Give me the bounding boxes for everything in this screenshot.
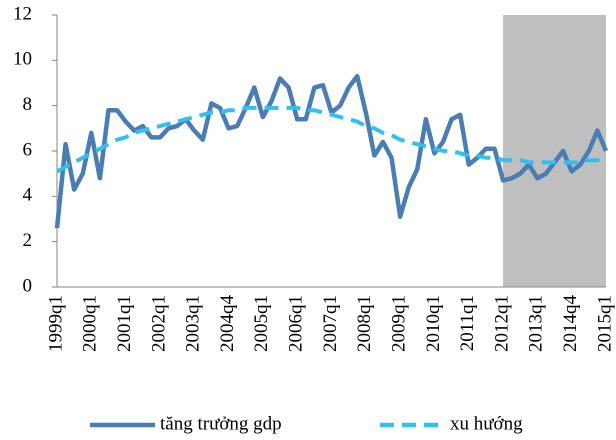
data-line xyxy=(54,73,609,229)
x-tick-label: 2003q1 xyxy=(183,295,204,352)
x-tick-label: 2007q1 xyxy=(320,295,341,352)
y-tick-label: 10 xyxy=(13,49,32,70)
legend-label: tăng trưởng gdp xyxy=(160,413,282,434)
x-tick-label: 1999q1 xyxy=(45,295,66,352)
legend-label: xu hướng xyxy=(450,413,523,434)
y-tick-label: 12 xyxy=(13,3,32,24)
y-tick-label: 0 xyxy=(23,275,33,296)
x-tick-label: 2006q1 xyxy=(286,295,307,352)
x-tick-label: 2005q1 xyxy=(251,295,272,352)
x-tick-label: 2010q1 xyxy=(423,295,444,352)
x-tick-label: 2014q4 xyxy=(560,295,581,353)
data-line xyxy=(56,105,606,174)
y-tick-label: 8 xyxy=(23,94,33,115)
x-tick-label: 2008q1 xyxy=(354,295,375,352)
x-tick-label: 2002q1 xyxy=(148,295,169,352)
x-tick-label: 2012q1 xyxy=(491,295,512,352)
y-tick-label: 6 xyxy=(23,139,33,160)
x-tick-label: 2011q1 xyxy=(457,295,478,351)
x-tick-label: 2001q1 xyxy=(114,295,135,352)
x-tick-label: 2004q4 xyxy=(217,295,238,353)
x-tick-label: 2013q1 xyxy=(526,295,547,352)
x-tick-label: 2000q1 xyxy=(80,295,101,352)
x-tick-label: 2009q1 xyxy=(388,295,409,352)
y-tick-label: 2 xyxy=(23,230,33,251)
x-tick-label: 2015q1 xyxy=(594,295,615,352)
y-tick-label: 4 xyxy=(23,185,33,206)
